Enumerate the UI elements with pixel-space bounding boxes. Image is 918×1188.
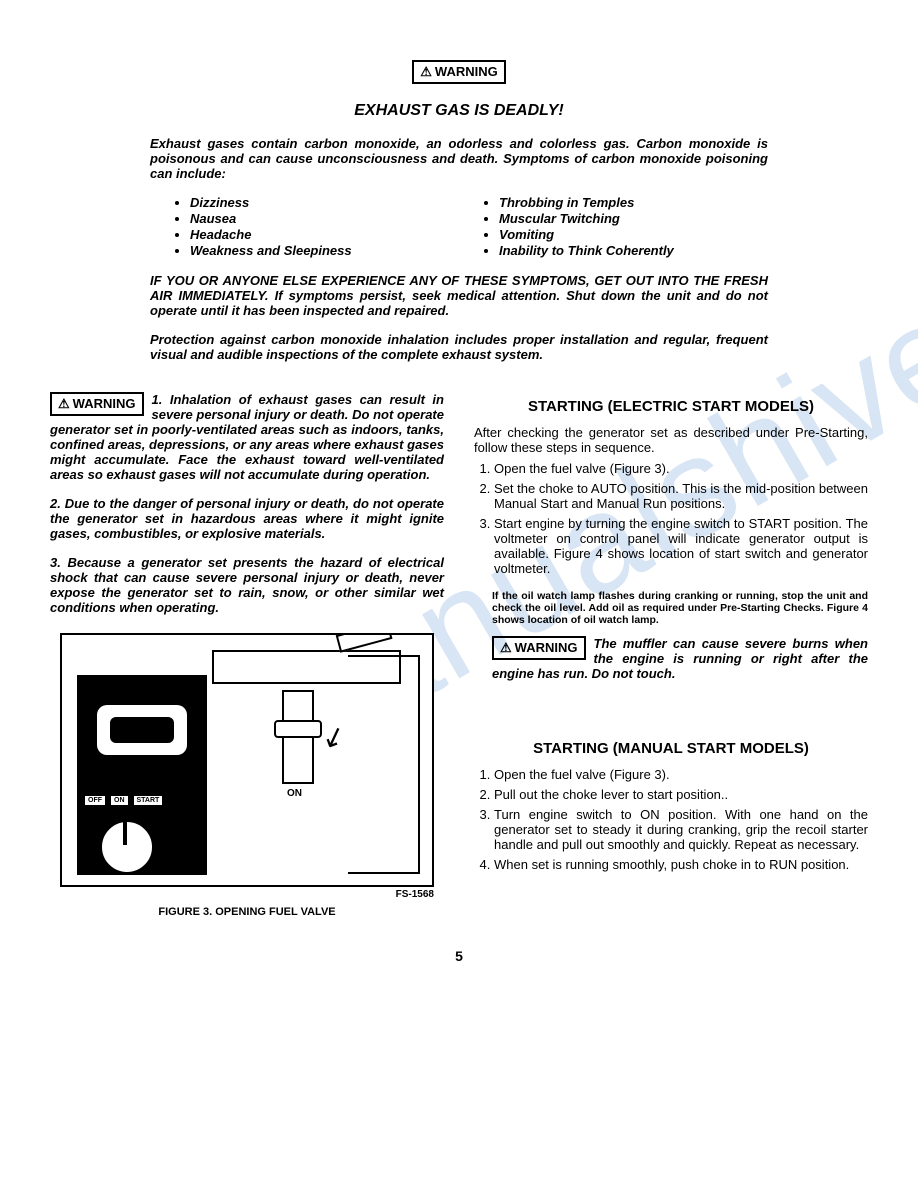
left-column: WARNING 1. Inhalation of exhaust gases c…: [50, 392, 444, 918]
warning-badge-top: WARNING: [412, 60, 506, 84]
section-electric-intro: After checking the generator set as desc…: [474, 425, 868, 455]
symptom-item: Dizziness: [190, 195, 459, 210]
figure-3-diagram: OFF ON START ON ↙: [60, 633, 434, 887]
list-item: Start engine by turning the engine switc…: [494, 516, 868, 576]
list-item: When set is running smoothly, push choke…: [494, 857, 868, 872]
right-column: STARTING (ELECTRIC START MODELS) After c…: [474, 392, 868, 918]
list-item: Pull out the choke lever to start positi…: [494, 787, 868, 802]
intro-paragraph: Exhaust gases contain carbon monoxide, a…: [150, 136, 768, 181]
switch-start-label: START: [133, 795, 164, 806]
valve-on-label: ON: [287, 788, 302, 799]
oil-watch-note: If the oil watch lamp flashes during cra…: [492, 590, 868, 626]
figure-caption: FIGURE 3. OPENING FUEL VALVE: [50, 906, 444, 918]
warning-badge-muffler: WARNING: [492, 636, 586, 660]
action-paragraph: IF YOU OR ANYONE ELSE EXPERIENCE ANY OF …: [150, 273, 768, 318]
page-content: WARNING EXHAUST GAS IS DEADLY! Exhaust g…: [50, 60, 868, 964]
symptom-item: Inability to Think Coherently: [499, 243, 768, 258]
muffler-warning: WARNING The muffler can cause severe bur…: [492, 636, 868, 681]
left-warning-3: 3. Because a generator set presents the …: [50, 555, 444, 615]
section-electric-title: STARTING (ELECTRIC START MODELS): [474, 398, 868, 415]
list-item: Open the fuel valve (Figure 3).: [494, 767, 868, 782]
figure-ref-number: FS-1568: [50, 889, 434, 900]
symptom-item: Vomiting: [499, 227, 768, 242]
page-number: 5: [50, 948, 868, 964]
symptom-item: Nausea: [190, 211, 459, 226]
left-warning-2: 2. Due to the danger of personal injury …: [50, 496, 444, 541]
switch-off-label: OFF: [84, 795, 106, 806]
manual-steps: Open the fuel valve (Figure 3). Pull out…: [474, 767, 868, 872]
protection-paragraph: Protection against carbon monoxide inhal…: [150, 332, 768, 362]
symptom-item: Headache: [190, 227, 459, 242]
section-manual-title: STARTING (MANUAL START MODELS): [474, 740, 868, 757]
switch-on-label: ON: [110, 795, 129, 806]
list-item: Turn engine switch to ON position. With …: [494, 807, 868, 852]
main-title: EXHAUST GAS IS DEADLY!: [50, 102, 868, 120]
left-warning-1: WARNING 1. Inhalation of exhaust gases c…: [50, 392, 444, 482]
arrow-icon: ↙: [317, 717, 350, 756]
symptom-list-left: Dizziness Nausea Headache Weakness and S…: [150, 195, 459, 258]
list-item: Open the fuel valve (Figure 3).: [494, 461, 868, 476]
symptom-item: Muscular Twitching: [499, 211, 768, 226]
symptom-columns: Dizziness Nausea Headache Weakness and S…: [150, 194, 768, 259]
electric-steps: Open the fuel valve (Figure 3). Set the …: [474, 461, 868, 576]
warning-badge-inline: WARNING: [50, 392, 144, 416]
symptom-list-right: Throbbing in Temples Muscular Twitching …: [459, 195, 768, 258]
symptom-item: Throbbing in Temples: [499, 195, 768, 210]
symptom-item: Weakness and Sleepiness: [190, 243, 459, 258]
list-item: Set the choke to AUTO position. This is …: [494, 481, 868, 511]
